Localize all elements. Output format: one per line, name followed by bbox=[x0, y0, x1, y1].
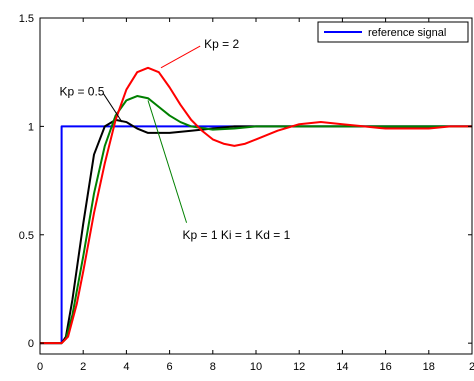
legend-box bbox=[317, 21, 469, 43]
x-tick-label: 16 bbox=[379, 361, 391, 373]
annotation-kp1-ki1-kd1-arrow bbox=[147, 100, 188, 223]
annotation-kp-0-5-arrow bbox=[103, 93, 123, 123]
series-layer bbox=[40, 66, 472, 345]
x-tick-label: 0 bbox=[37, 361, 43, 373]
x-tick-label: 6 bbox=[167, 361, 173, 373]
legend: reference signal bbox=[317, 21, 469, 43]
annotation-kp1-ki1-kd1-label: Kp = 1 Ki = 1 Kd = 1 bbox=[183, 228, 291, 242]
x-tick-label: 2 bbox=[80, 361, 86, 373]
y-tick-label: 0.5 bbox=[19, 230, 34, 242]
x-tick-label: 12 bbox=[293, 361, 305, 373]
x-tick-label: 4 bbox=[123, 361, 129, 373]
x-tick-label: 18 bbox=[423, 361, 435, 373]
y-tick-label: 1 bbox=[28, 121, 34, 133]
plot-background bbox=[40, 18, 472, 354]
annotation-kp-2-label: Kp = 2 bbox=[204, 37, 239, 51]
axes-layer: 0 2 4 6 8 10 12 14 16 18 200.511.5 bbox=[19, 13, 474, 373]
legend-label-reference-signal: reference signal bbox=[368, 27, 446, 39]
annotation-kp-0-5-label: Kp = 0.5 bbox=[59, 85, 104, 99]
x-tick-label: 14 bbox=[336, 361, 348, 373]
x-tick-label: 2 bbox=[469, 361, 474, 373]
green-response-line bbox=[40, 95, 472, 345]
x-tick-label: 8 bbox=[210, 361, 216, 373]
y-tick-label: 1.5 bbox=[19, 13, 34, 25]
red-response-line bbox=[40, 66, 472, 345]
annotation-layer: Kp = 2 Kp = 0.5 Kp = 1 Ki = 1 Kd = 1 bbox=[59, 37, 290, 242]
annotation-kp-2-arrow bbox=[160, 45, 201, 69]
x-tick-label: 10 bbox=[250, 361, 262, 373]
y-tick-label: 0 bbox=[28, 338, 34, 350]
